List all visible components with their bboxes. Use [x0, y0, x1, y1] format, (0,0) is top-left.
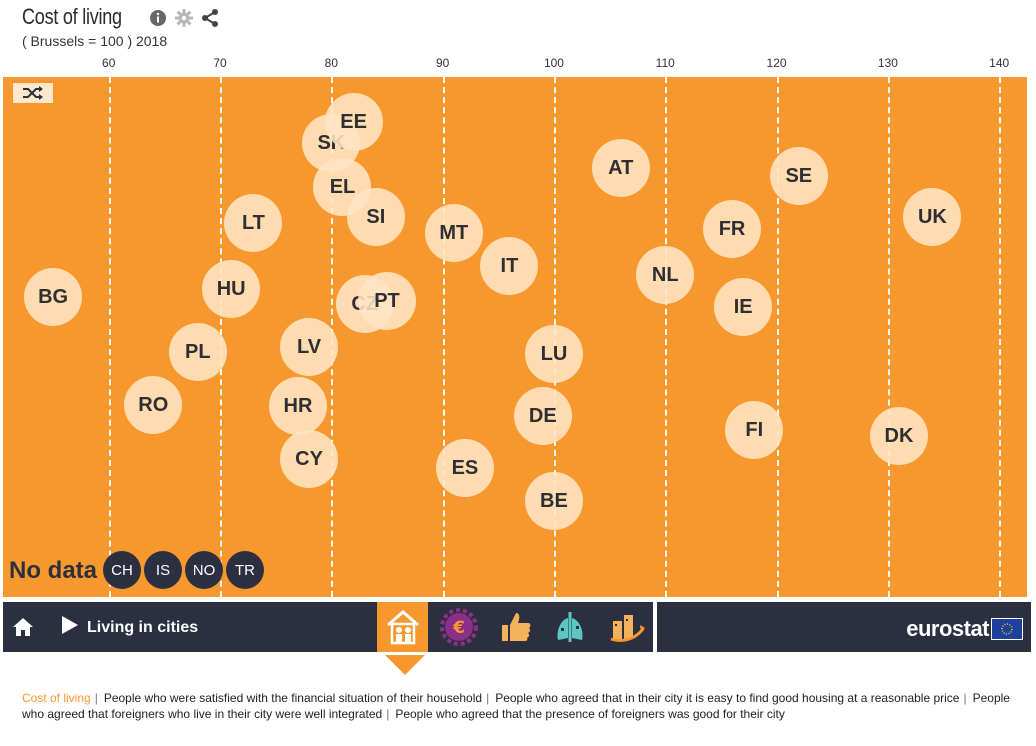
country-bubble[interactable]: HU: [202, 260, 261, 318]
city-lung-icon[interactable]: [545, 602, 596, 652]
x-tick-label: 140: [989, 56, 1010, 70]
brand-bar: eurostat: [653, 602, 1031, 652]
link-separator: |: [963, 691, 967, 705]
indicator-link[interactable]: Cost of living: [22, 691, 91, 705]
country-bubble[interactable]: FR: [703, 200, 762, 258]
x-gridline: [776, 77, 779, 597]
no-data-country[interactable]: CH: [103, 551, 141, 589]
eu-flag-icon: [991, 618, 1023, 640]
city-growth-icon[interactable]: [601, 602, 652, 652]
active-tile-pointer: [385, 655, 425, 675]
svg-text:€: €: [452, 618, 465, 638]
indicator-link[interactable]: People who agreed that foreigners who li…: [22, 691, 1010, 721]
page-subtitle: ( Brussels = 100 ) 2018: [22, 33, 168, 49]
country-bubble[interactable]: LV: [280, 318, 339, 376]
shuffle-icon[interactable]: [13, 83, 53, 103]
share-icon[interactable]: [200, 8, 220, 28]
indicator-link[interactable]: People who agreed that the presence of f…: [395, 707, 785, 721]
no-data-country[interactable]: IS: [144, 551, 182, 589]
x-gridline: [999, 77, 1002, 597]
country-bubble[interactable]: IE: [714, 278, 773, 336]
country-bubble[interactable]: PT: [358, 272, 416, 330]
header-icons: [148, 8, 220, 28]
x-gridline: [887, 77, 890, 597]
x-tick-label: 100: [543, 56, 564, 70]
country-bubble[interactable]: MT: [424, 204, 483, 262]
country-bubble[interactable]: NL: [636, 246, 695, 304]
x-axis: 60 70 80 90 100 110 120 130 140: [0, 56, 1036, 76]
household-icon[interactable]: [377, 602, 428, 652]
country-bubble[interactable]: AT: [591, 139, 650, 197]
country-bubble[interactable]: DK: [870, 407, 928, 465]
theme-selector[interactable]: Living in cities: [61, 615, 198, 640]
country-bubble[interactable]: RO: [124, 376, 183, 434]
euro-gear-icon[interactable]: €: [433, 602, 484, 652]
link-separator: |: [386, 707, 390, 721]
link-separator: |: [486, 691, 490, 705]
country-bubble[interactable]: PL: [168, 323, 227, 381]
no-data-list: CH IS NO TR: [103, 551, 264, 589]
country-bubble[interactable]: HR: [268, 377, 327, 435]
info-icon[interactable]: [148, 8, 168, 28]
country-bubble[interactable]: EE: [324, 93, 383, 151]
x-gridline: [442, 77, 445, 597]
link-separator: |: [94, 691, 98, 705]
x-tick-label: 80: [324, 56, 339, 70]
no-data-country[interactable]: NO: [185, 551, 223, 589]
country-bubble[interactable]: CY: [280, 430, 339, 488]
theme-label: Living in cities: [87, 618, 199, 636]
x-tick-label: 110: [655, 56, 675, 70]
x-tick-label: 120: [766, 56, 787, 70]
x-tick-label: 60: [102, 56, 116, 70]
country-bubble[interactable]: DE: [513, 387, 572, 445]
country-bubble[interactable]: SI: [346, 188, 405, 246]
country-bubble[interactable]: ES: [435, 439, 494, 497]
country-bubble[interactable]: BE: [524, 472, 583, 530]
indicator-link[interactable]: People who agreed that in their city it …: [495, 691, 960, 705]
gear-icon[interactable]: [174, 8, 194, 28]
no-data-country[interactable]: TR: [226, 551, 264, 589]
country-bubble[interactable]: LT: [224, 194, 283, 252]
country-bubble[interactable]: IT: [480, 237, 539, 295]
country-bubble[interactable]: UK: [903, 188, 962, 246]
country-bubble[interactable]: SE: [769, 147, 828, 205]
country-bubble[interactable]: BG: [24, 268, 83, 326]
x-tick-label: 90: [435, 56, 450, 70]
indicator-link[interactable]: People who were satisfied with the finan…: [103, 691, 483, 705]
country-bubble[interactable]: LU: [524, 325, 583, 383]
indicator-tiles: €: [377, 602, 652, 652]
no-data-label: No data: [9, 557, 98, 584]
plot-area: No data CH IS NO TR BG RO PL HU LT HR LV CY SK EE…: [3, 77, 1027, 597]
bottom-navbar: Living in cities € eurostat: [3, 602, 1031, 652]
page-title: Cost of living: [22, 4, 122, 29]
play-icon: [61, 615, 79, 640]
x-tick-label: 130: [877, 56, 898, 70]
home-icon[interactable]: [11, 616, 35, 638]
x-gridline: [108, 77, 111, 597]
thumbs-up-icon[interactable]: [489, 602, 540, 652]
x-gridline: [665, 77, 668, 597]
brand-logo[interactable]: eurostat: [906, 616, 989, 641]
x-tick-label: 70: [213, 56, 227, 70]
indicator-links: Cost of living | People who were satisfied…: [22, 690, 1012, 722]
country-bubble[interactable]: FI: [725, 401, 784, 459]
